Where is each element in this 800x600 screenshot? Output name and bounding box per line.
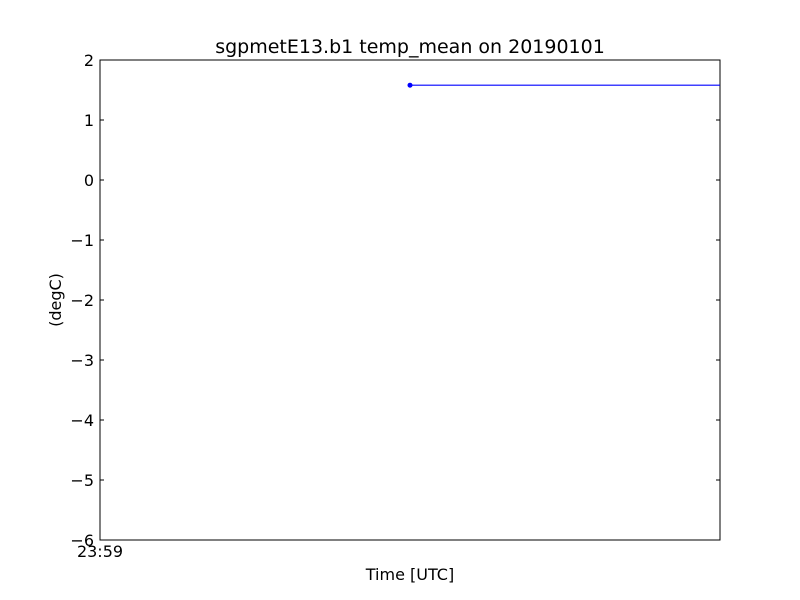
data-point [407,82,413,88]
x-axis: 23:59 [77,542,123,561]
y-tick-label: 1 [84,111,94,130]
series-layer [407,82,720,88]
y-tick-label: 2 [84,51,94,70]
y-axis-label: (degC) [46,273,65,327]
y-tick-label: −5 [70,471,94,490]
y-tick-label: 0 [84,171,94,190]
y-axis: 2 1 0 −1 −2 −3 −4 −5 −6 [70,51,720,550]
y-tick-label: −3 [70,351,94,370]
y-tick-label: −1 [70,231,94,250]
x-tick-label: 23:59 [77,542,123,561]
y-tick-label: −2 [70,291,94,310]
plot-frame [99,59,721,541]
x-axis-label: Time [UTC] [365,565,454,584]
y-tick-label: −4 [70,411,94,430]
y-tick-label: −6 [70,531,94,550]
chart-title: sgpmetE13.b1 temp_mean on 20190101 [215,36,605,58]
